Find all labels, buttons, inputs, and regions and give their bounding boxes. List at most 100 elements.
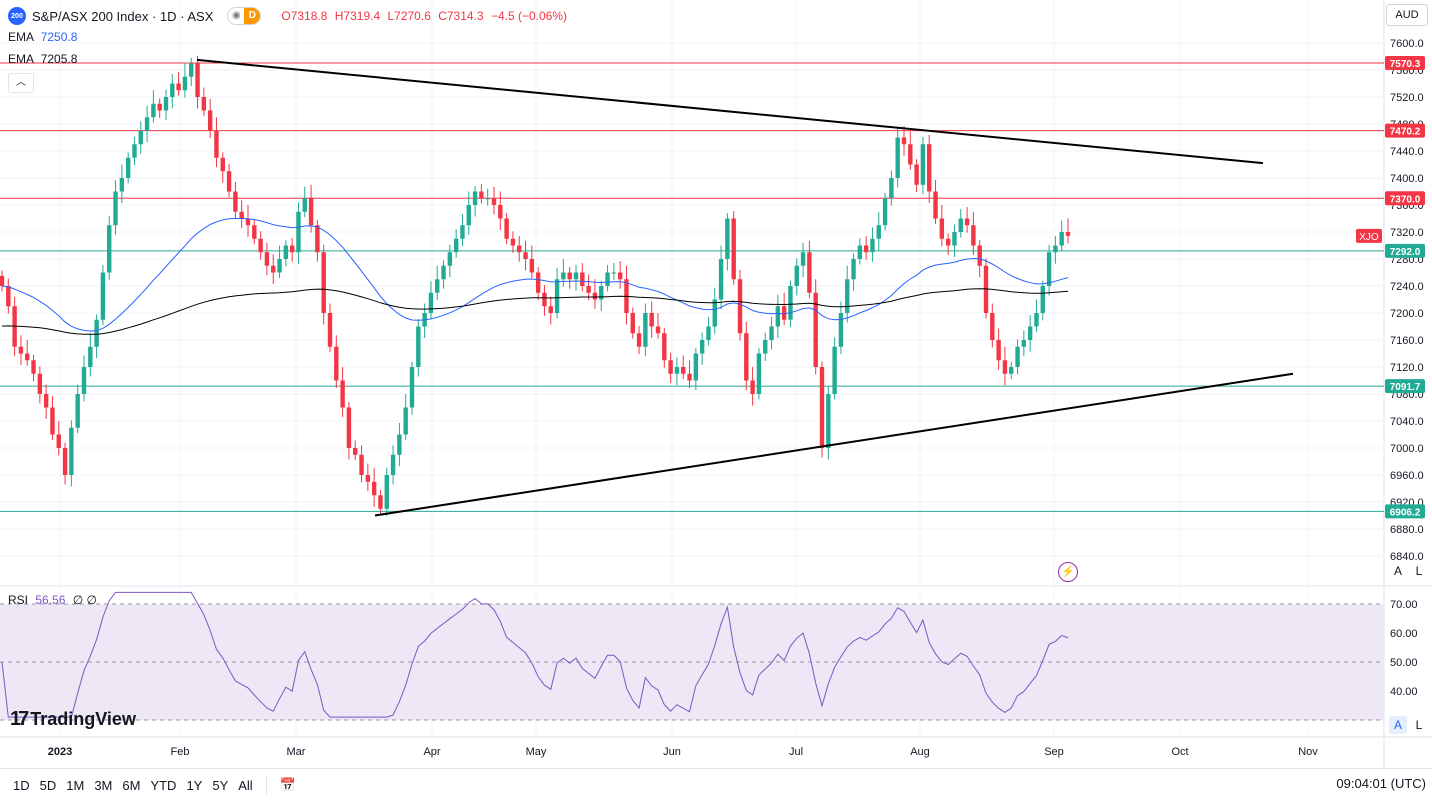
time-tick-label: Sep (1044, 746, 1064, 758)
candle-body (31, 360, 36, 374)
candle-body (56, 434, 61, 448)
rsi-log-scale-button[interactable]: L (1415, 718, 1423, 732)
candle-body (1046, 252, 1052, 286)
ema-slow-line (1, 288, 1069, 335)
rsi-tick-label: 40.00 (1390, 686, 1418, 698)
candle-body (144, 117, 150, 131)
candle-body (662, 333, 667, 361)
tf-5d[interactable]: 5D (39, 777, 57, 793)
tradingview-logo[interactable]: 17 TradingView (10, 708, 136, 731)
ema-fast-label: EMA (8, 30, 34, 44)
candle-body (466, 205, 471, 226)
candle-body (712, 299, 717, 327)
ema-fast-legend[interactable]: EMA 7250.8 (8, 30, 77, 44)
candle-body (706, 326, 711, 340)
candle-body (75, 394, 80, 428)
eye-icon[interactable]: ◉ (232, 10, 241, 21)
tf-3m[interactable]: 3M (94, 777, 113, 793)
candle-body (498, 205, 503, 219)
price-tick-label: 6960.0 (1390, 470, 1424, 482)
candle-body (296, 211, 301, 253)
candle-body (277, 259, 282, 273)
candle-body (289, 245, 295, 253)
rsi-label: RSI (8, 593, 29, 607)
price-tick-label: 7000.0 (1390, 443, 1424, 455)
candle-body (264, 252, 270, 266)
auto-scale-button[interactable]: A (1393, 564, 1402, 578)
price-tick-label: 7240.0 (1390, 281, 1424, 293)
rsi-auto-scale-button[interactable]: A (1389, 716, 1407, 734)
candle-body (1034, 313, 1039, 327)
candle-body (1065, 232, 1071, 236)
candle-body (245, 218, 251, 226)
candle-body (365, 475, 371, 482)
rsi-tick-label: 50.00 (1390, 657, 1418, 669)
candle-body (107, 225, 112, 273)
price-level-tag (1385, 504, 1425, 519)
ohlc-high: H7319.4 (334, 9, 381, 23)
symbol-title[interactable]: S&P/ASX 200 Index · 1D · ASX (32, 8, 214, 24)
price-level-label: 7570.3 (1390, 59, 1421, 70)
tf-1y[interactable]: 1Y (186, 777, 203, 793)
candle-body (832, 346, 837, 394)
candle-body (403, 407, 408, 435)
candle-body (580, 272, 585, 286)
candle-body (441, 265, 446, 280)
candle-body (1059, 232, 1064, 246)
price-tick-label: 7120.0 (1390, 362, 1424, 374)
candle-body (220, 157, 225, 172)
candle-body (863, 245, 869, 253)
price-level-tag (1385, 56, 1425, 71)
ohlc-close: C7314.3 (438, 9, 484, 23)
tf-1m[interactable]: 1M (66, 777, 85, 793)
candle-body (460, 225, 465, 239)
candle-body (517, 245, 522, 253)
candle-body (1053, 245, 1058, 253)
candle-body (447, 252, 453, 266)
candle-body (81, 367, 87, 394)
candle-body (138, 130, 143, 145)
delayed-badge[interactable]: D (244, 8, 261, 24)
data-mode-toggle[interactable]: ◉ D (227, 7, 262, 25)
candle-body (334, 346, 339, 381)
candle-body (239, 211, 244, 219)
tf-ytd[interactable]: YTD (150, 777, 177, 793)
price-tick-label: 7200.0 (1390, 308, 1424, 320)
ohlc-low: L7270.6 (387, 9, 431, 23)
log-scale-button[interactable]: L (1415, 564, 1423, 578)
candle-body (510, 238, 516, 246)
tf-1d[interactable]: 1D (13, 777, 30, 793)
currency-selector[interactable]: AUD (1386, 4, 1428, 26)
collapse-legend-button[interactable]: ︿ (8, 73, 34, 93)
tf-6m[interactable]: 6M (122, 777, 141, 793)
candle-body (971, 225, 976, 246)
candle-body (1002, 360, 1008, 374)
candle-body (1021, 340, 1027, 347)
candle-body (504, 218, 509, 239)
rsi-legend[interactable]: RSI 56.56 ∅ ∅ (8, 593, 97, 607)
time-tick-label: May (526, 746, 547, 758)
price-level-label: 7470.2 (1390, 127, 1421, 138)
clock[interactable]: 09:04:01 (UTC) (1336, 776, 1426, 791)
price-level-label: 7292.0 (1390, 247, 1421, 258)
candle-body (933, 191, 938, 219)
candle-body (763, 340, 768, 354)
candle-body (674, 367, 680, 374)
candle-body (725, 218, 730, 259)
tf-all[interactable]: All (238, 777, 253, 793)
candle-body (668, 360, 673, 374)
candle-body (346, 407, 352, 448)
candle-body (252, 225, 257, 239)
candle-body (567, 272, 572, 280)
flash-icon[interactable]: ⚡ (1058, 562, 1078, 582)
tf-5y[interactable]: 5Y (212, 777, 229, 793)
candle-body (189, 63, 194, 77)
candle-body (1015, 346, 1020, 367)
calendar-range-icon[interactable]: 📅 (279, 777, 296, 792)
candle-body (327, 313, 333, 347)
time-tick-label: Nov (1298, 746, 1318, 758)
ema-slow-legend[interactable]: EMA 7205.8 (8, 52, 77, 66)
candle-body (737, 279, 743, 334)
candle-body (920, 144, 926, 185)
